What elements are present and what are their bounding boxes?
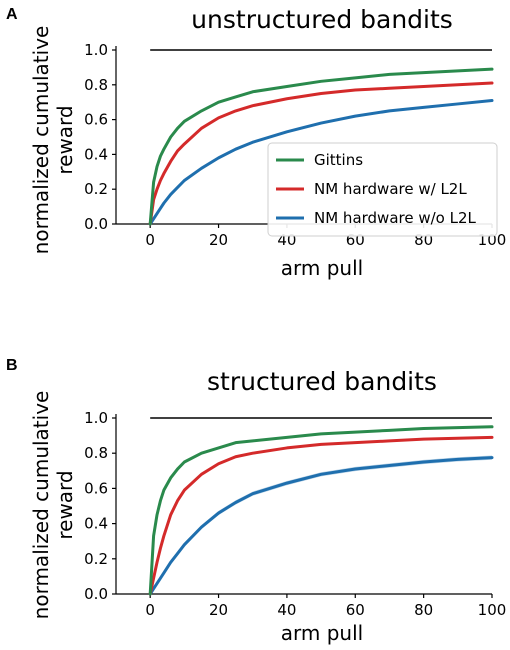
series-line	[148, 81, 494, 226]
chart-title: structured bandits	[207, 367, 437, 396]
x-axis-label: arm pull	[281, 256, 363, 280]
panel-letter-b: B	[6, 357, 18, 374]
legend-entry: NM hardware w/o L2L	[314, 209, 477, 227]
y-tick-label: 0.2	[84, 550, 108, 568]
x-tick-label: 80	[414, 601, 433, 619]
y-tick-label: 0.0	[84, 585, 108, 603]
series-line	[148, 67, 494, 226]
x-tick-label: 0	[145, 601, 155, 619]
series-line	[148, 435, 494, 596]
x-axis-label: arm pull	[281, 621, 363, 645]
panel-b: B structured bandits arm pull normalized…	[6, 357, 506, 645]
y-tick-label: 1.0	[84, 41, 108, 59]
y-tick-label: 0.6	[84, 111, 108, 129]
y-axis-label: normalized cumulativereward	[29, 26, 77, 255]
y-axis-label-line: normalized cumulative	[29, 391, 53, 620]
legend-box	[267, 142, 498, 237]
y-axis-label-line: reward	[53, 470, 77, 539]
panel-letter-a: A	[6, 6, 18, 23]
plot-area: 0.00.20.40.60.81.00 20 40 60 80 100GittinsNM …	[84, 41, 506, 249]
chart-title: unstructured bandits	[191, 5, 453, 34]
series-line	[148, 425, 494, 596]
legend-entry: Gittins	[314, 151, 363, 169]
x-tick-label: 20	[209, 601, 228, 619]
x-tick-label: 40	[277, 601, 296, 619]
y-axis-label-line: normalized cumulative	[29, 26, 53, 255]
y-tick-label: 0.6	[84, 479, 108, 497]
x-tick-label: 0	[145, 231, 155, 249]
series-line	[148, 456, 494, 596]
y-tick-label: 0.2	[84, 180, 108, 198]
y-tick-label: 0.8	[84, 76, 108, 94]
y-axis-label-line: reward	[53, 105, 77, 174]
y-tick-label: 0.8	[84, 444, 108, 462]
panel-a: A unstructured bandits arm pull normaliz…	[6, 5, 506, 280]
y-tick-label: 1.0	[84, 409, 108, 427]
y-tick-label: 0.4	[84, 515, 108, 533]
x-tick-label: 100	[478, 601, 507, 619]
legend-entry: NM hardware w/ L2L	[314, 180, 467, 198]
legend: Gittins NM hardware w/ L2L NM hardware w/o…	[267, 142, 498, 237]
x-tick-label: 60	[346, 601, 365, 619]
y-tick-label: 0.0	[84, 215, 108, 233]
y-tick-label: 0.4	[84, 145, 108, 163]
y-axis-label: normalized cumulativereward	[29, 391, 77, 620]
x-tick-label: 20	[209, 231, 228, 249]
plot-area: 0.0 0.2 0.4 0.6 0.8 1.0 0 20 40 60 80 100	[84, 409, 506, 619]
series-line	[148, 98, 494, 226]
